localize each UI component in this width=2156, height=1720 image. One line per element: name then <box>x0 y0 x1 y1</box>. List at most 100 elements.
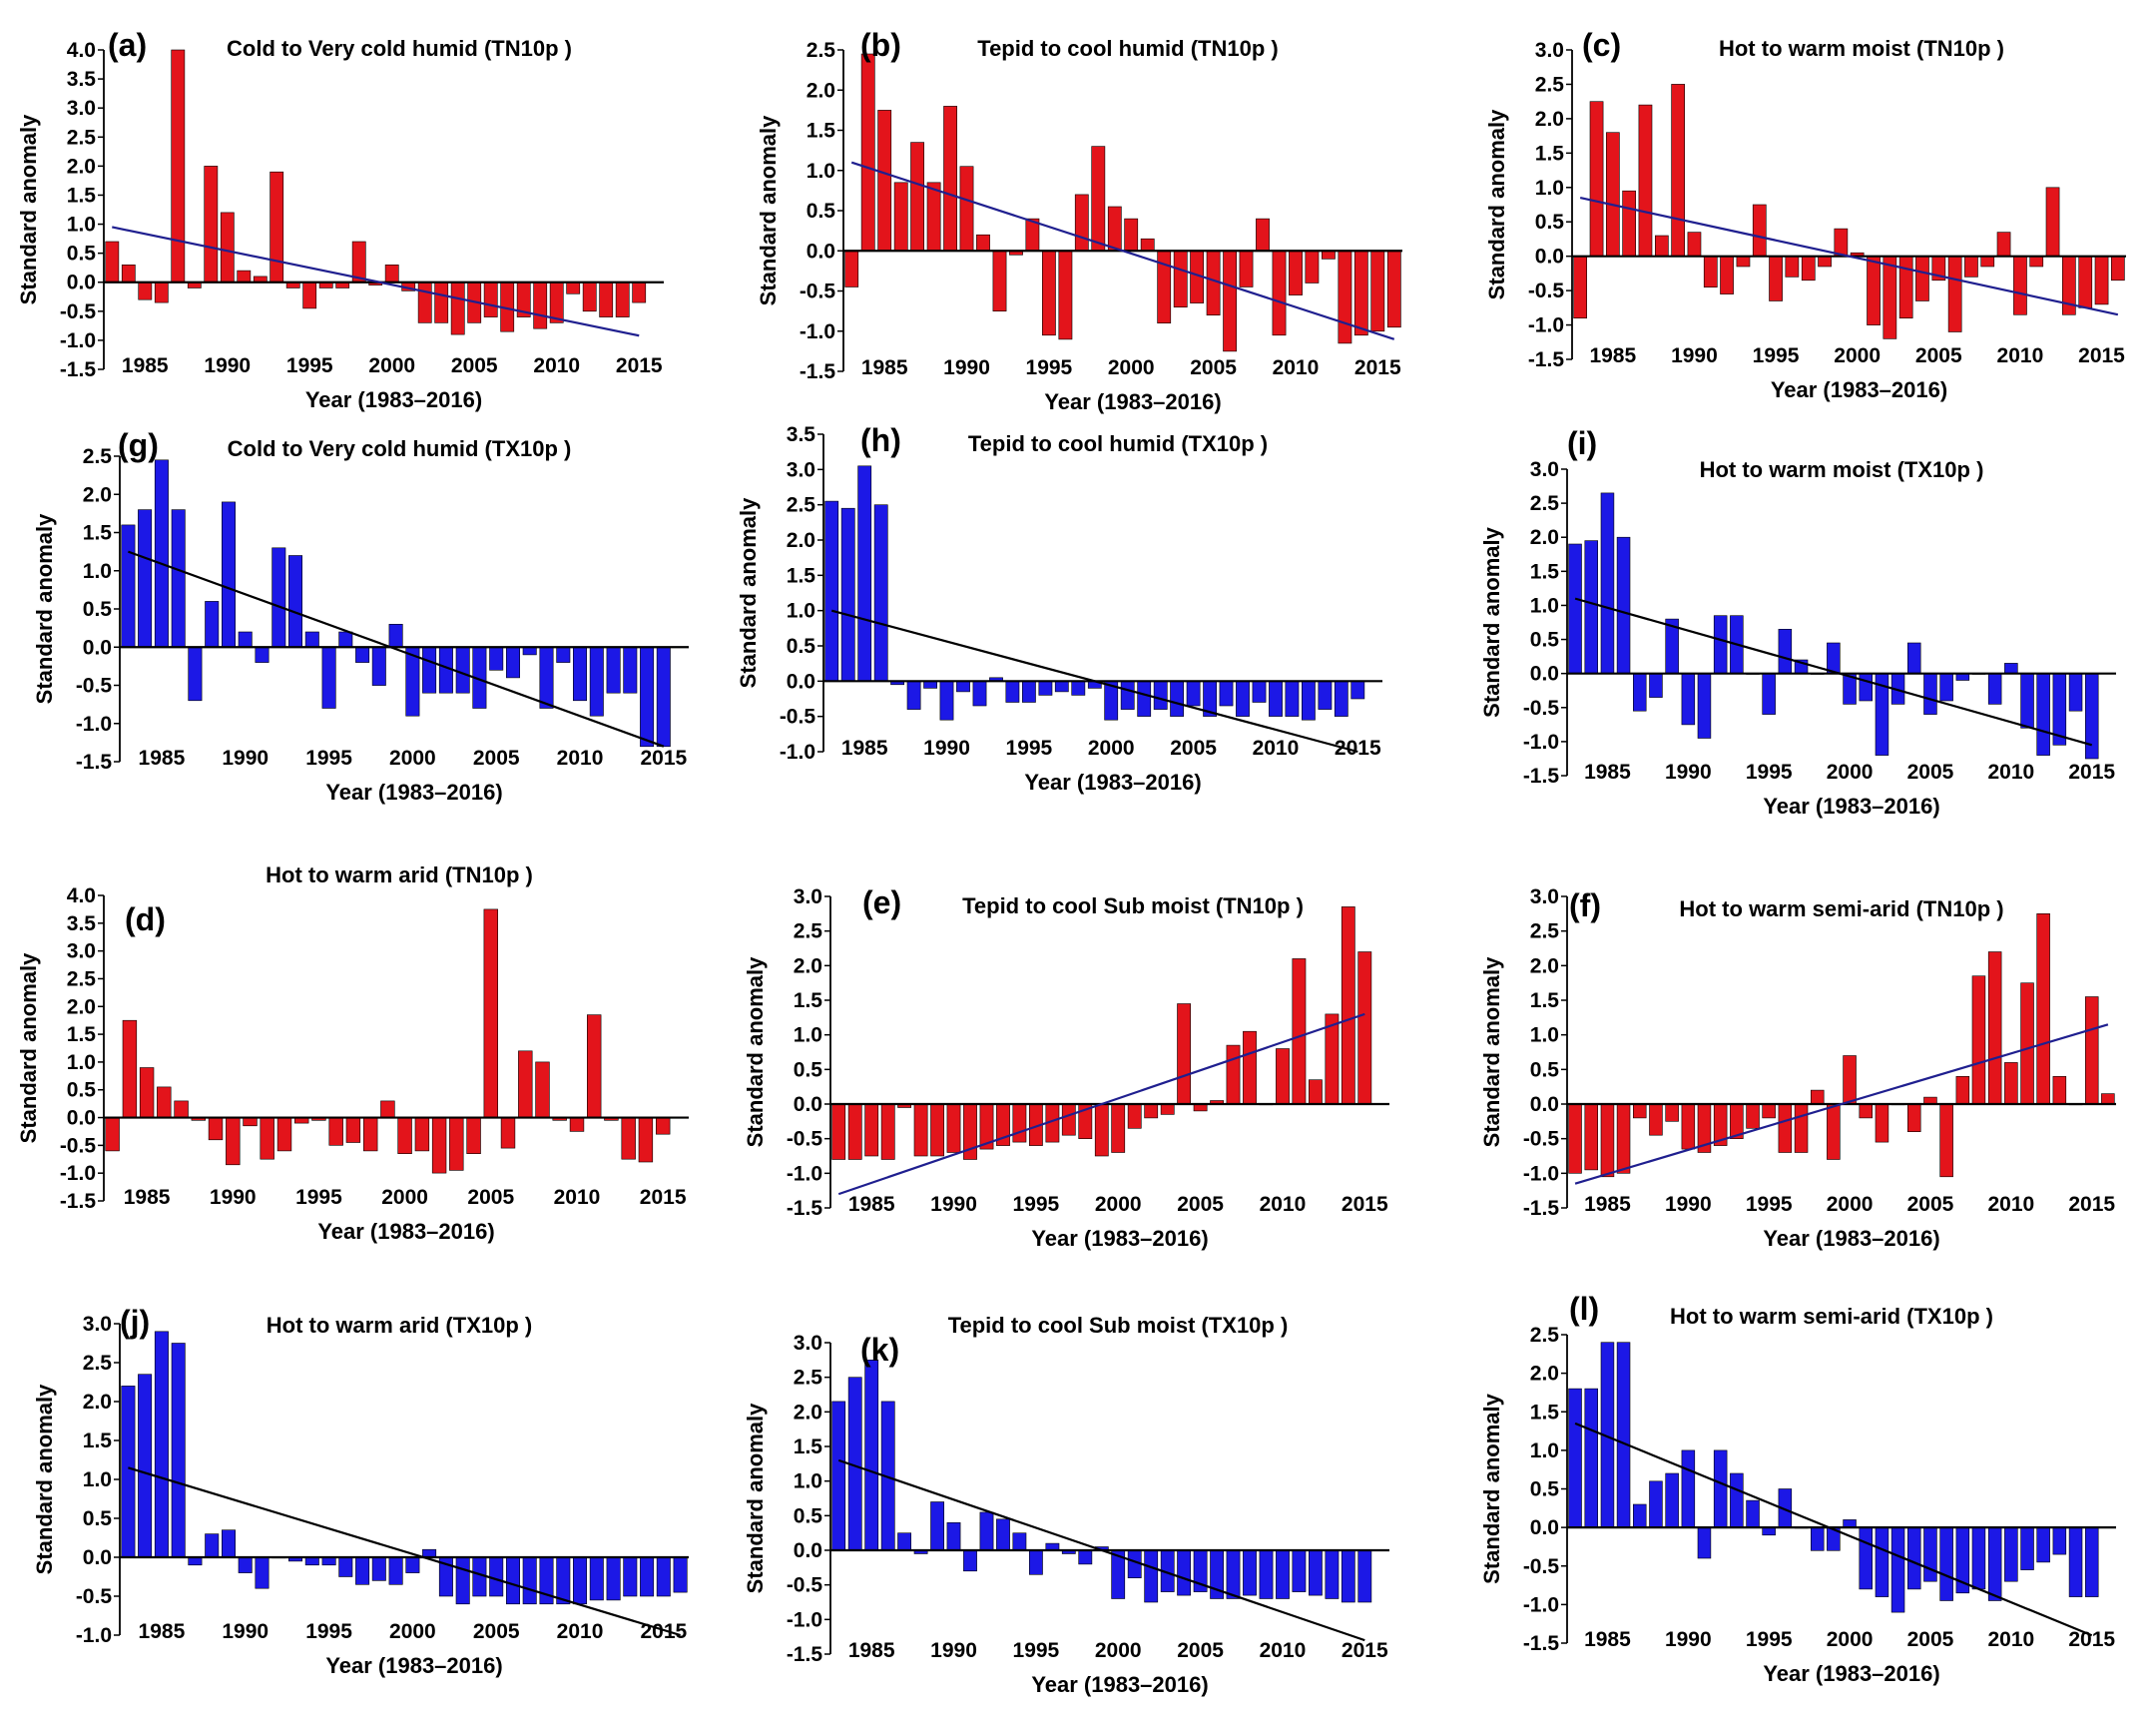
bar-j-1990 <box>238 1556 253 1573</box>
x-tick-label: 2010 <box>1987 1193 2034 1216</box>
bar-g-1986 <box>171 509 186 648</box>
x-tick-label: 1985 <box>848 1193 895 1216</box>
y-tick-label: 2.5 <box>787 494 816 517</box>
y-tick-label: 0.5 <box>83 598 113 621</box>
y-tick-label: 0.0 <box>794 1539 822 1562</box>
y-tick-label: -0.5 <box>1523 1128 1560 1151</box>
y-tick-label: 1.5 <box>1530 1401 1560 1424</box>
trend-line-g <box>128 550 665 748</box>
y-tick-label: 1.0 <box>83 1468 112 1491</box>
x-tick-label: 1985 <box>124 1186 171 1209</box>
y-axis-title: Standard anomaly <box>736 497 761 688</box>
y-tick-label: 1.0 <box>1530 1439 1559 1462</box>
bar-d-1985 <box>139 1067 155 1118</box>
bar-f-2013 <box>2052 1076 2067 1105</box>
bar-c-1983 <box>1573 256 1587 319</box>
x-tick-label: 2010 <box>1987 1628 2034 1651</box>
x-axis-title: Year (1983–2016) <box>1763 1226 1939 1251</box>
bar-e-1985 <box>864 1103 879 1157</box>
bar-f-2007 <box>1955 1076 1970 1105</box>
bar-i-2015 <box>2085 673 2099 760</box>
bar-f-1986 <box>1616 1103 1631 1174</box>
trend-line-h <box>830 609 1358 754</box>
bar-h-2012 <box>1302 680 1316 721</box>
bar-j-2013 <box>623 1556 638 1597</box>
x-tick-label: 1990 <box>222 1620 269 1643</box>
bar-d-2003 <box>449 1117 464 1171</box>
y-tick-label: 0.0 <box>807 240 835 263</box>
bar-d-2014 <box>638 1117 654 1163</box>
y-tick-label: 3.0 <box>83 1313 112 1336</box>
bar-c-2003 <box>1898 256 1913 319</box>
bar-f-2008 <box>1971 975 1986 1105</box>
bar-h-2001 <box>1120 680 1135 710</box>
bar-d-2001 <box>414 1117 430 1152</box>
bar-a-1984 <box>121 264 136 284</box>
y-tick-label: -1.0 <box>787 1608 822 1631</box>
bar-k-2012 <box>1309 1549 1323 1596</box>
bar-a-2013 <box>599 282 614 317</box>
x-tick-label: 2005 <box>1907 1628 1954 1651</box>
y-tick-label: 3.5 <box>67 912 97 935</box>
x-tick-label: 1990 <box>923 737 970 760</box>
bar-g-1992 <box>271 547 286 648</box>
bar-l-2004 <box>1907 1526 1921 1590</box>
bar-j-2003 <box>455 1556 470 1605</box>
bar-e-1988 <box>913 1103 928 1157</box>
y-tick-label: -0.5 <box>1523 697 1560 720</box>
x-tick-label: 1995 <box>1013 1193 1060 1216</box>
bar-f-1995 <box>1762 1103 1776 1119</box>
y-tick-label: 4.0 <box>67 884 96 907</box>
bar-d-2015 <box>655 1117 671 1135</box>
y-tick-label: -1.0 <box>1523 1162 1559 1185</box>
bar-k-2008 <box>1243 1549 1257 1596</box>
bar-a-1989 <box>204 166 219 284</box>
bar-b-1995 <box>1042 251 1056 336</box>
bar-j-2015 <box>656 1556 671 1597</box>
panel-title: Cold to Very cold humid (TN10p ) <box>227 36 572 61</box>
bar-e-1990 <box>946 1103 961 1153</box>
bar-j-1999 <box>388 1556 403 1585</box>
bar-g-1987 <box>188 646 203 702</box>
bar-b-1986 <box>893 182 908 252</box>
trend-line-f <box>1574 1023 2109 1185</box>
bar-a-1983 <box>105 241 120 284</box>
bar-g-1985 <box>154 459 169 648</box>
panel-title: Hot to warm arid (TN10p ) <box>266 862 533 887</box>
x-tick-label: 2015 <box>2068 1628 2115 1651</box>
x-tick-label: 2010 <box>1987 761 2034 784</box>
bar-e-2001 <box>1127 1103 1142 1129</box>
bar-j-2000 <box>405 1556 420 1573</box>
bar-g-2015 <box>656 646 671 748</box>
bar-g-1999 <box>388 623 403 648</box>
y-tick-label: 2.5 <box>794 920 823 943</box>
x-tick-label: 2000 <box>381 1186 428 1209</box>
bar-e-2003 <box>1160 1103 1175 1115</box>
bar-d-1986 <box>157 1086 172 1118</box>
bar-b-2011 <box>1305 251 1320 284</box>
panel-g: -1.5 -1.0 -0.5 0.0 0.5 1.0 1.5 2.0 2.5 1985 1990 19… <box>32 427 689 805</box>
panel-letter: (g) <box>118 427 159 463</box>
x-tick-label: 2015 <box>1335 737 1381 760</box>
bar-k-1993 <box>996 1518 1010 1551</box>
y-tick-label: 1.5 <box>1530 560 1560 583</box>
y-tick-label: 1.5 <box>787 564 816 587</box>
panel-letter: (k) <box>860 1332 899 1368</box>
x-tick-label: 1990 <box>210 1186 257 1209</box>
bar-g-1984 <box>138 509 153 648</box>
bar-h-2005 <box>1186 680 1201 707</box>
panel-f: -1.5 -1.0 -0.5 0.0 0.5 1.0 1.5 2.0 2.5 3.0 1985 199… <box>1479 885 2116 1251</box>
x-tick-label: 1990 <box>204 354 251 377</box>
y-tick-label: -0.5 <box>60 300 97 323</box>
x-tick-label: 2015 <box>640 1186 687 1209</box>
bar-j-1988 <box>205 1533 220 1558</box>
bar-a-1990 <box>220 212 235 283</box>
bar-l-2009 <box>1987 1526 2002 1601</box>
bar-g-1988 <box>205 601 220 648</box>
y-tick-label: 2.0 <box>787 529 815 552</box>
bar-k-1995 <box>1029 1549 1043 1575</box>
bar-l-1992 <box>1713 1449 1728 1528</box>
bar-d-1989 <box>208 1117 224 1141</box>
y-tick-label: -1.0 <box>76 713 112 736</box>
y-tick-label: 3.0 <box>67 97 96 120</box>
